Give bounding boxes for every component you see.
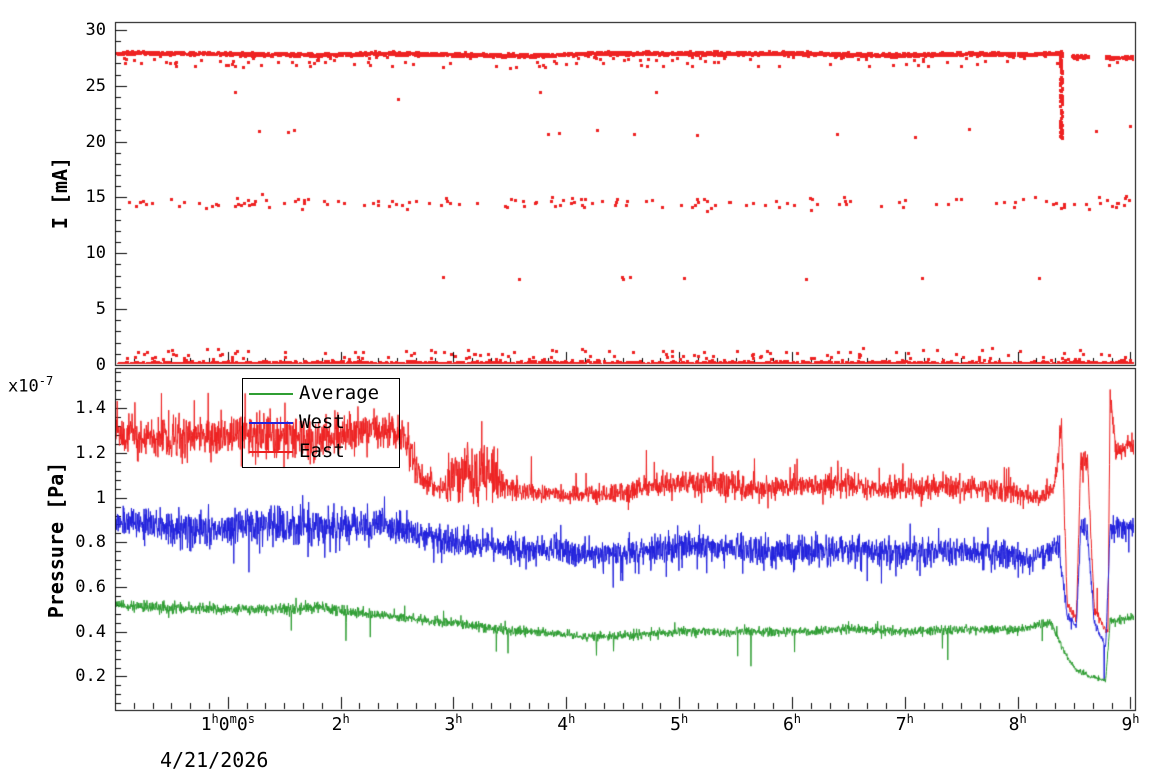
x-tick-unit: m xyxy=(229,712,237,726)
bottom-y-tick-label: 1.2 xyxy=(75,442,106,463)
x-tick-unit: h xyxy=(211,712,219,726)
top-y-tick-label: 20 xyxy=(85,131,106,152)
top-y-tick-label: 25 xyxy=(85,75,106,96)
x-tick-unit: h xyxy=(906,712,914,726)
x-tick-label: 4h xyxy=(496,712,636,735)
x-tick-label: 1h0m0s xyxy=(158,712,298,735)
x-tick-label: 9h xyxy=(1060,712,1158,735)
top-y-tick-label: 0 xyxy=(95,355,106,375)
x-tick-number: 0 xyxy=(236,714,248,735)
x-tick-unit: h xyxy=(568,712,576,726)
x-tick-number: 3 xyxy=(444,714,456,735)
scale-exp: -7 xyxy=(38,374,54,388)
legend: Average West East xyxy=(242,378,400,468)
x-tick-label: 3h xyxy=(383,712,523,735)
scale-base: x10 xyxy=(8,376,39,397)
x-tick-number: 2 xyxy=(331,714,343,735)
pressure-scale-exponent: x10-7 xyxy=(8,374,53,397)
top-y-tick-label: 10 xyxy=(85,243,106,264)
top-y-tick-label: 15 xyxy=(85,187,106,208)
x-tick-unit: s xyxy=(247,712,255,726)
legend-entry-west: West xyxy=(243,408,399,437)
x-tick-number: 7 xyxy=(895,714,907,735)
top-y-tick-label: 30 xyxy=(85,19,106,40)
x-tick-label: 8h xyxy=(948,712,1088,735)
x-tick-number: 5 xyxy=(670,714,681,735)
x-tick-label: 5h xyxy=(609,712,749,735)
x-tick-unit: h xyxy=(1132,712,1140,726)
bottom-y-tick-label: 1 xyxy=(95,487,106,508)
x-tick-number: 4 xyxy=(557,714,569,735)
top-y-tick-label: 5 xyxy=(95,299,106,320)
legend-label: Average xyxy=(299,382,380,404)
x-tick-number: 0 xyxy=(218,714,230,735)
legend-line-sample xyxy=(249,450,293,453)
x-tick-label: 6h xyxy=(722,712,862,735)
x-tick-number: 6 xyxy=(782,714,794,735)
x-tick-number: 8 xyxy=(1008,714,1020,735)
x-tick-number: 9 xyxy=(1121,714,1133,735)
x-tick-label: 7h xyxy=(835,712,975,735)
x-tick-number: 1 xyxy=(200,714,212,735)
bottom-y-tick-label: 0.2 xyxy=(75,666,106,687)
bottom-y-tick-label: 0.6 xyxy=(75,577,106,598)
x-tick-unit: h xyxy=(793,712,802,726)
legend-label: West xyxy=(299,411,345,433)
bottom-y-tick-label: 0.8 xyxy=(75,532,106,553)
legend-label: East xyxy=(299,440,345,462)
x-tick-unit: h xyxy=(680,712,689,726)
legend-entry-east: East xyxy=(243,437,399,466)
x-tick-unit: h xyxy=(455,712,463,726)
legend-line-sample xyxy=(249,421,293,424)
x-tick-label: 2h xyxy=(271,712,411,735)
legend-line-sample xyxy=(249,392,293,395)
x-axis-date-label: 4/21/2026 xyxy=(160,748,269,772)
bottom-y-tick-label: 0.4 xyxy=(75,621,106,642)
x-tick-unit: h xyxy=(342,712,350,726)
bottom-y-tick-label: 1.4 xyxy=(75,398,106,419)
x-tick-unit: h xyxy=(1019,712,1027,726)
legend-entry-average: Average xyxy=(243,379,399,408)
